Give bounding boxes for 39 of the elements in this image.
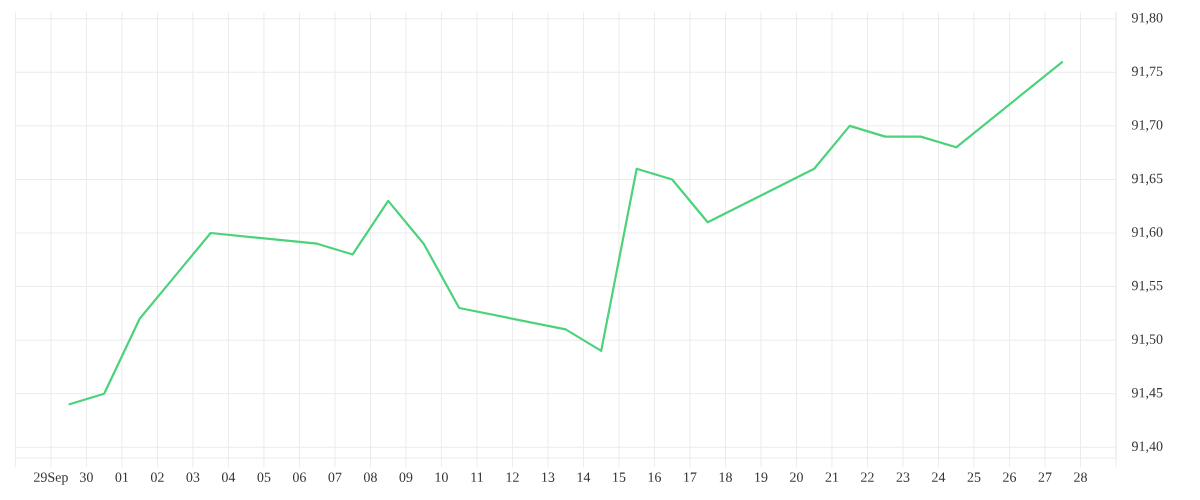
y-tick-label: 91,55: [1131, 280, 1163, 293]
x-tick-label: 17: [684, 472, 697, 482]
x-tick-label: 16: [648, 472, 662, 482]
x-tick-label: 08: [363, 472, 377, 482]
x-tick-label: 20: [790, 472, 803, 482]
x-tick-label: 27: [1038, 472, 1052, 482]
x-tick-label: 28: [1074, 472, 1087, 482]
x-tick-label: 01: [115, 472, 129, 482]
y-tick-label: 91,75: [1131, 66, 1163, 79]
y-tick-label: 91,65: [1131, 173, 1163, 186]
x-tick-label: 13: [542, 472, 555, 482]
x-tick-label: 09: [399, 472, 413, 482]
x-tick-label: 23: [896, 472, 910, 482]
x-tick-label: 30: [80, 472, 93, 482]
x-tick-label: 21: [825, 472, 839, 482]
y-tick-label: 91,40: [1131, 441, 1163, 454]
x-tick-label: 11: [471, 472, 483, 482]
x-tick-label: 19: [755, 472, 768, 482]
x-tick-label: 24: [932, 472, 946, 482]
x-tick-label: 02: [150, 472, 164, 482]
x-tick-label: 22: [861, 472, 874, 482]
y-tick-label: 91,50: [1131, 334, 1163, 346]
y-tick-label: 91,60: [1131, 227, 1163, 239]
y-tick-label: 91,80: [1131, 12, 1163, 25]
x-tick-label: 06: [292, 472, 306, 482]
x-tick-label: 03: [186, 472, 200, 482]
y-tick-label: 91,45: [1131, 388, 1163, 400]
x-tick-label: 26: [1003, 472, 1017, 482]
y-tick-label: 91,70: [1131, 120, 1163, 132]
x-tick-label: 25: [967, 472, 981, 482]
x-tick-label: 04: [221, 472, 236, 482]
x-tick-label: 05: [257, 472, 271, 482]
x-tick-label: 18: [719, 472, 732, 482]
x-tick-label: 14: [577, 472, 591, 482]
x-tick-label: 29Sep: [34, 472, 68, 485]
x-tick-label: 10: [435, 472, 448, 482]
x-tick-label: 07: [328, 472, 342, 482]
x-tick-label: 15: [613, 472, 626, 482]
x-tick-label: 12: [506, 472, 519, 482]
